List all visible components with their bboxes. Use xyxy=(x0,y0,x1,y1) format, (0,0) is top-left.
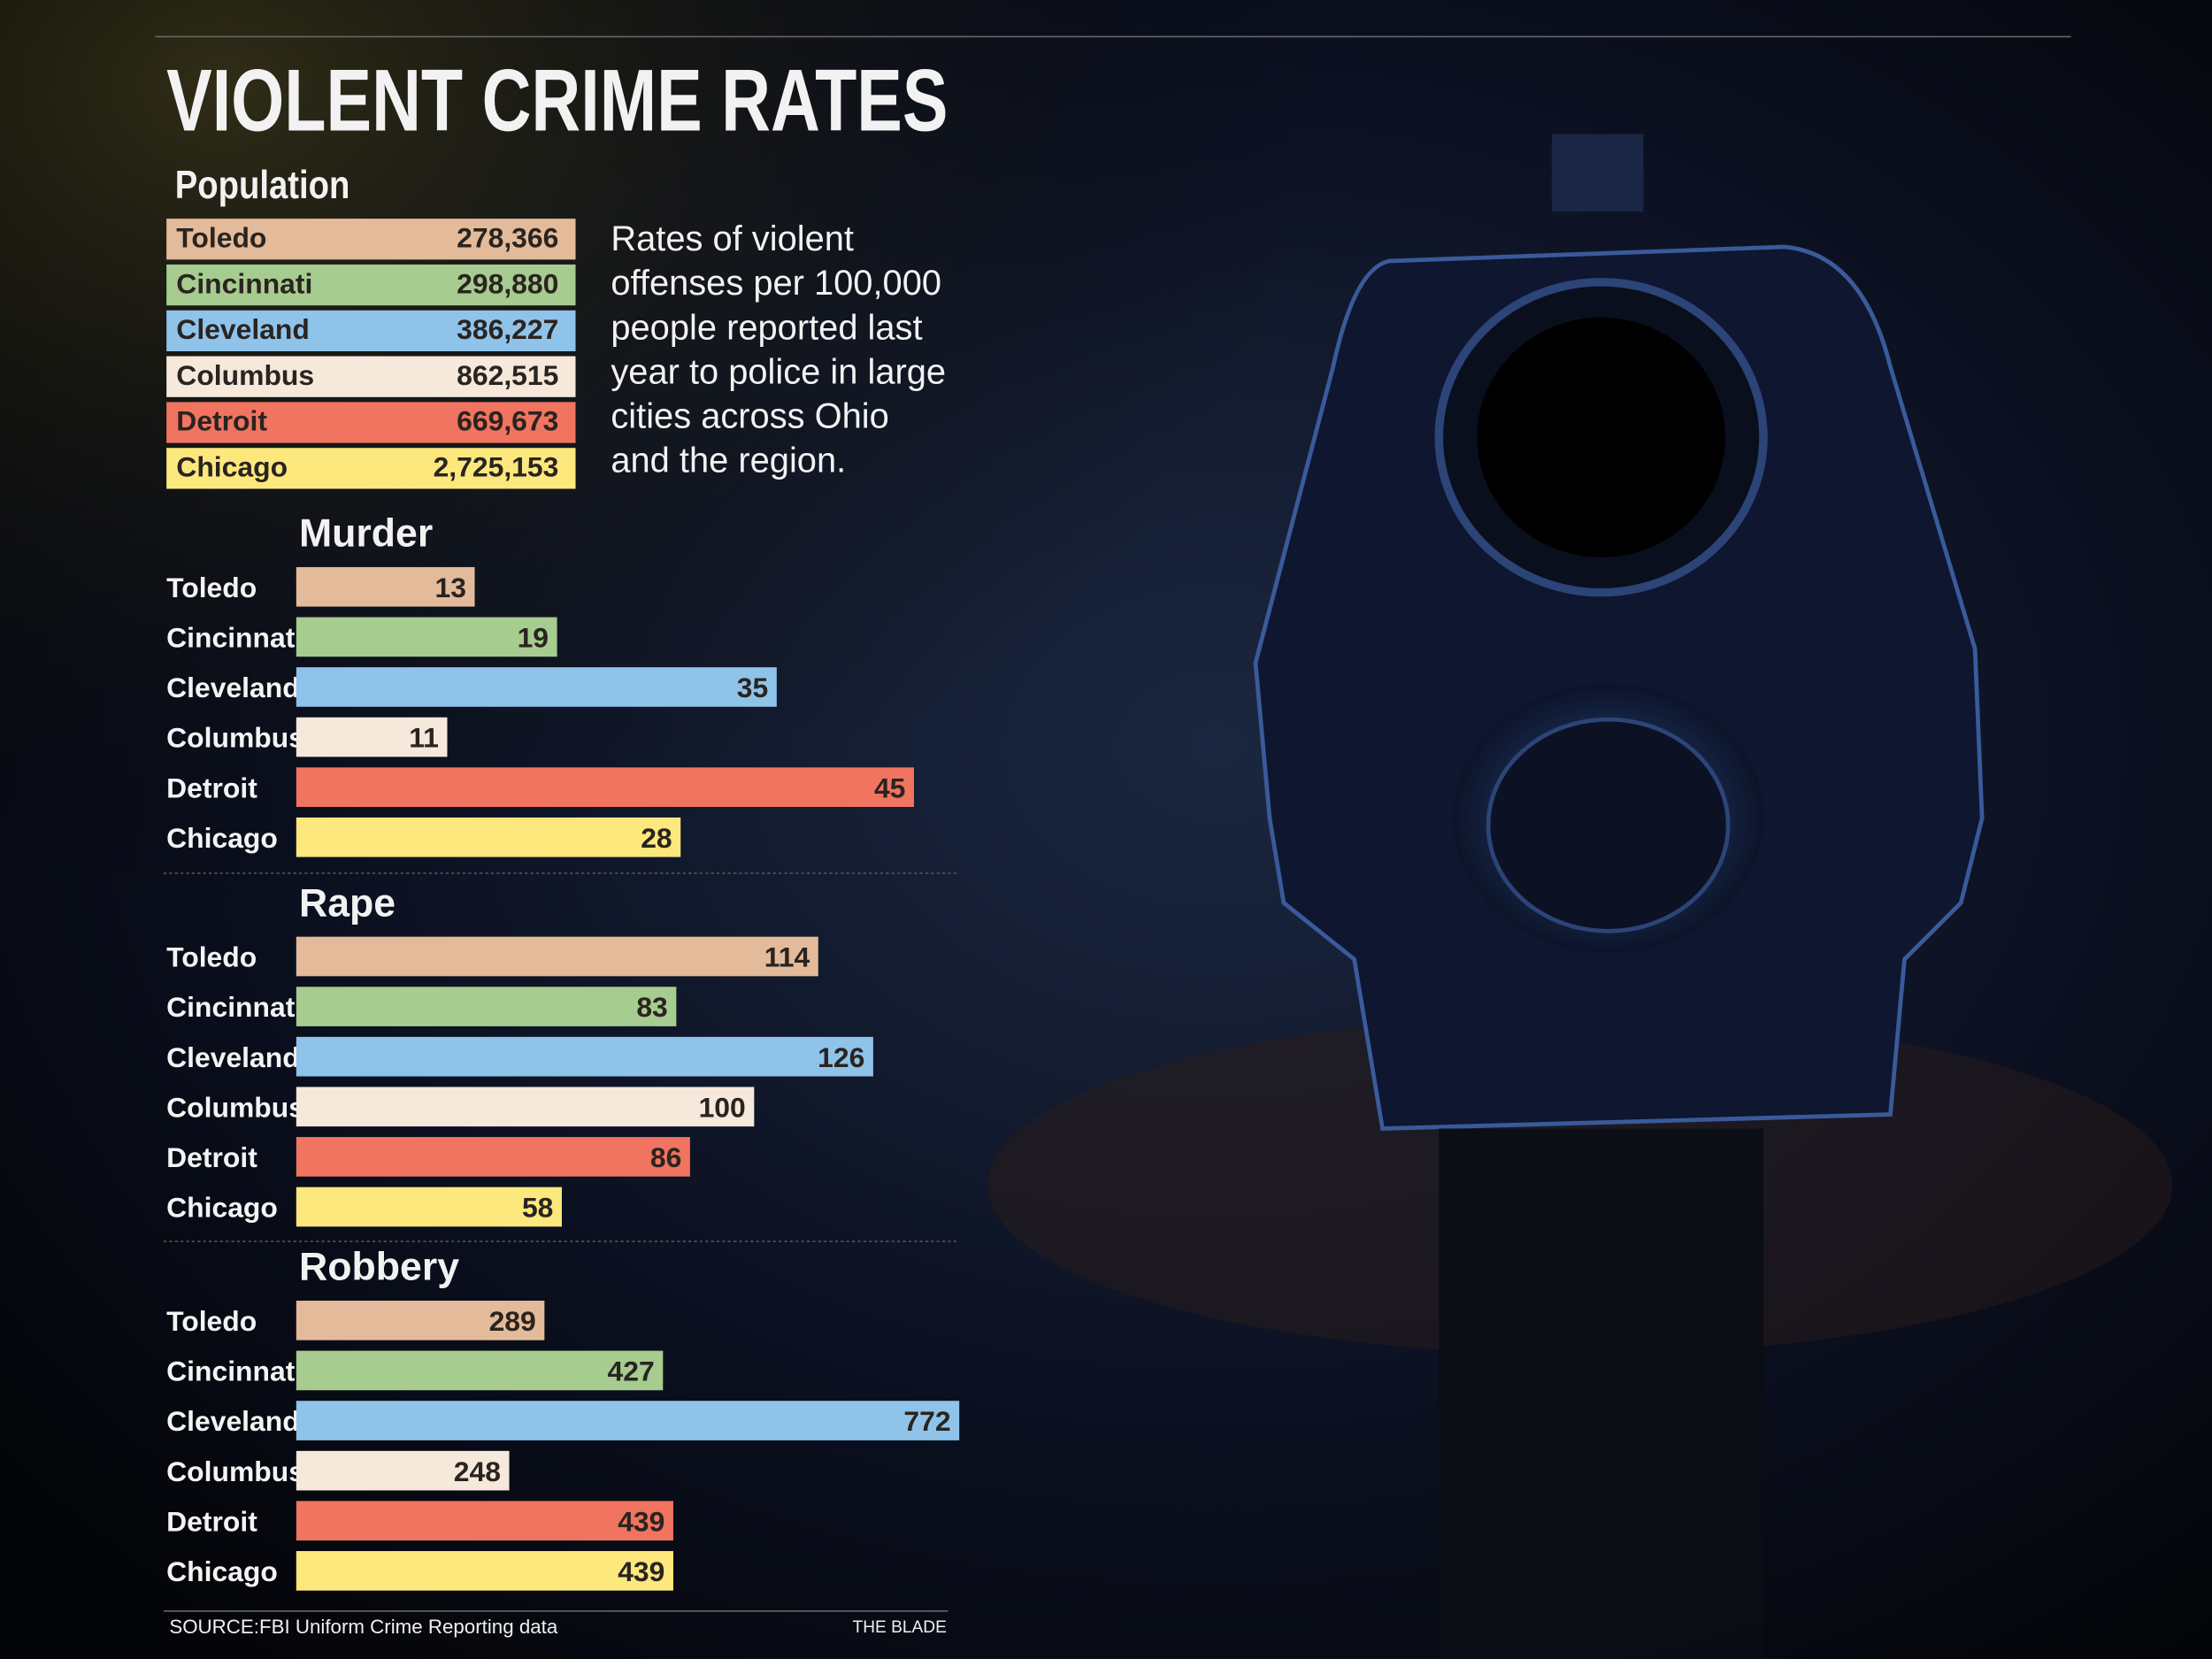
population-city: Toledo xyxy=(176,221,266,253)
gun-grip xyxy=(1439,1128,1763,1659)
description-line: offenses per 100,000 xyxy=(611,264,941,303)
value-label: 28 xyxy=(641,822,672,854)
description-line: Rates of violent xyxy=(611,219,854,258)
category-label: Toledo xyxy=(166,572,257,603)
value-label: 427 xyxy=(608,1356,655,1387)
category-label: Cincinnati xyxy=(166,621,303,653)
category-label: Cleveland xyxy=(166,1041,300,1073)
bar xyxy=(296,1401,960,1440)
bar xyxy=(296,1551,673,1591)
bar xyxy=(296,1187,562,1227)
population-city: Chicago xyxy=(176,451,288,483)
value-label: 13 xyxy=(434,572,465,603)
category-label: Toledo xyxy=(166,1305,257,1337)
value-label: 289 xyxy=(489,1305,536,1337)
chart-title: Murder xyxy=(299,512,433,556)
population-city: Cleveland xyxy=(176,313,310,345)
value-label: 19 xyxy=(518,621,549,653)
population-row xyxy=(166,402,576,443)
bar xyxy=(296,767,914,807)
population-row xyxy=(166,448,576,489)
description-line: year to police in large xyxy=(611,352,946,391)
population-value: 386,227 xyxy=(457,313,558,345)
value-label: 248 xyxy=(454,1455,501,1487)
population-row xyxy=(166,264,576,306)
category-label: Cincinnati xyxy=(166,991,303,1023)
value-label: 114 xyxy=(764,941,810,973)
population-city: Cincinnati xyxy=(176,267,312,299)
population-value: 298,880 xyxy=(457,267,558,299)
bar xyxy=(296,717,448,757)
value-label: 126 xyxy=(818,1041,864,1073)
bar xyxy=(296,1501,673,1541)
bar xyxy=(296,617,557,657)
bar xyxy=(296,936,818,977)
category-label: Columbus xyxy=(166,1455,304,1487)
population-value: 862,515 xyxy=(457,359,558,391)
category-label: Detroit xyxy=(166,1141,257,1173)
value-label: 11 xyxy=(409,722,439,754)
bar xyxy=(296,987,677,1026)
bar xyxy=(296,667,777,707)
gun-bore xyxy=(1477,317,1725,557)
value-label: 45 xyxy=(874,772,905,803)
value-label: 100 xyxy=(699,1091,746,1123)
population-value: 2,725,153 xyxy=(434,451,559,483)
title: VIOLENT CRIME RATES xyxy=(166,51,948,149)
bar xyxy=(296,1087,755,1127)
bar xyxy=(296,566,475,607)
source: SOURCE:FBI Uniform Crime Reporting data xyxy=(169,1616,558,1638)
category-label: Detroit xyxy=(166,772,257,803)
description-line: and the region. xyxy=(611,441,846,480)
gun-illustration xyxy=(1253,134,1985,1659)
population-row xyxy=(166,219,576,260)
category-label: Columbus xyxy=(166,722,304,754)
chart-title: Robbery xyxy=(299,1246,459,1289)
value-label: 83 xyxy=(636,991,667,1023)
population-value: 278,366 xyxy=(457,221,558,253)
value-label: 35 xyxy=(737,672,768,703)
category-label: Cincinnati xyxy=(166,1356,303,1387)
category-label: Cleveland xyxy=(166,1405,300,1437)
value-label: 439 xyxy=(618,1555,664,1587)
description-line: cities across Ohio xyxy=(611,396,888,435)
value-label: 772 xyxy=(903,1405,950,1437)
population-row xyxy=(166,356,576,397)
category-label: Toledo xyxy=(166,941,257,973)
chart-title: Rape xyxy=(299,881,396,925)
value-label: 439 xyxy=(618,1505,664,1537)
bar xyxy=(296,1036,873,1077)
bar xyxy=(296,1137,690,1177)
value-label: 86 xyxy=(650,1141,681,1173)
description-line: people reported last xyxy=(611,308,922,347)
gun-guide-cap xyxy=(1486,717,1731,933)
gun-sight xyxy=(1551,134,1644,212)
bar xyxy=(296,817,681,857)
bar xyxy=(296,1301,545,1340)
population-row xyxy=(166,310,576,352)
category-label: Chicago xyxy=(166,822,278,854)
credit: THE BLADE xyxy=(853,1618,947,1637)
population-heading: Population xyxy=(175,164,350,207)
category-label: Chicago xyxy=(166,1555,278,1587)
bar xyxy=(296,1350,664,1391)
category-label: Chicago xyxy=(166,1192,278,1224)
bar xyxy=(296,1450,510,1491)
population-city: Detroit xyxy=(176,405,267,437)
category-label: Detroit xyxy=(166,1505,257,1537)
population-city: Columbus xyxy=(176,359,314,391)
category-label: Cleveland xyxy=(166,672,300,703)
category-label: Columbus xyxy=(166,1091,304,1123)
population-value: 669,673 xyxy=(457,405,558,437)
value-label: 58 xyxy=(522,1192,553,1224)
